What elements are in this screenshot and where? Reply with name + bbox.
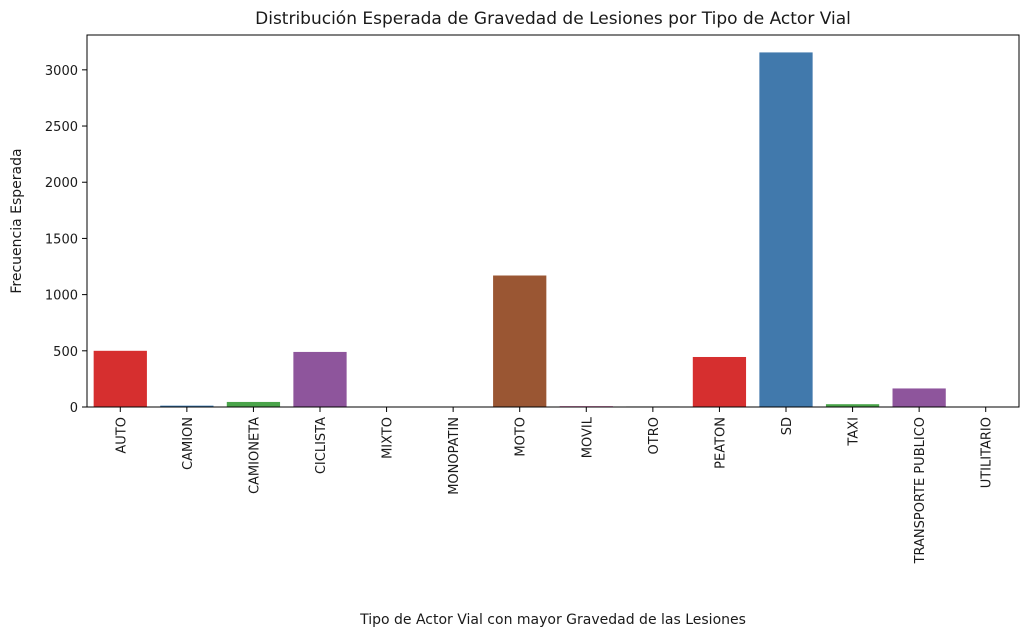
- bar-moto: [493, 275, 547, 407]
- bar-taxi: [825, 404, 880, 407]
- x-tick-label: CICLISTA: [314, 417, 329, 474]
- bar-sd: [759, 52, 813, 407]
- bar-peaton: [692, 356, 747, 407]
- y-tick-label: 2000: [45, 176, 78, 191]
- bar-camion: [160, 405, 214, 407]
- x-tick-label: OTRO: [647, 417, 662, 454]
- y-tick-label: 1500: [45, 232, 78, 247]
- y-axis-ticks: 0 500 1000 1500 2000 2500 3000: [45, 64, 87, 416]
- y-tick-label: 1000: [45, 289, 78, 304]
- bars-group: [93, 52, 1013, 407]
- x-tick-label: CAMIONETA: [247, 417, 262, 494]
- x-tick-label: MOTO: [514, 417, 529, 457]
- bar-camioneta: [226, 401, 281, 407]
- bar-transporte-publico: [892, 388, 946, 407]
- bar-ciclista: [293, 351, 347, 407]
- y-tick-label: 500: [53, 345, 78, 360]
- x-tick-label: MONOPATIN: [447, 417, 462, 495]
- x-tick-label: UTILITARIO: [980, 417, 995, 488]
- y-tick-label: 0: [70, 401, 78, 416]
- x-axis-ticks: AUTO CAMION CAMIONETA CICLISTA MIXTO MONOPATI…: [114, 407, 995, 564]
- bar-auto: [93, 350, 147, 407]
- y-tick-label: 3000: [45, 64, 78, 79]
- x-tick-label: MOVIL: [580, 416, 595, 458]
- x-tick-label: TRANSPORTE PUBLICO: [913, 417, 928, 564]
- x-axis-label: Tipo de Actor Vial con mayor Gravedad de…: [359, 612, 746, 628]
- x-tick-label: CAMION: [181, 417, 196, 470]
- x-tick-label: TAXI: [847, 417, 862, 447]
- y-axis-label: Frecuencia Esperada: [9, 148, 25, 293]
- x-tick-label: MIXTO: [381, 417, 396, 459]
- y-tick-label: 2500: [45, 120, 78, 135]
- chart-title: Distribución Esperada de Gravedad de Les…: [255, 9, 851, 29]
- x-tick-label: SD: [780, 417, 795, 435]
- x-tick-label: AUTO: [114, 417, 129, 454]
- plot-frame: [86, 34, 1020, 408]
- x-tick-label: PEATON: [713, 417, 728, 469]
